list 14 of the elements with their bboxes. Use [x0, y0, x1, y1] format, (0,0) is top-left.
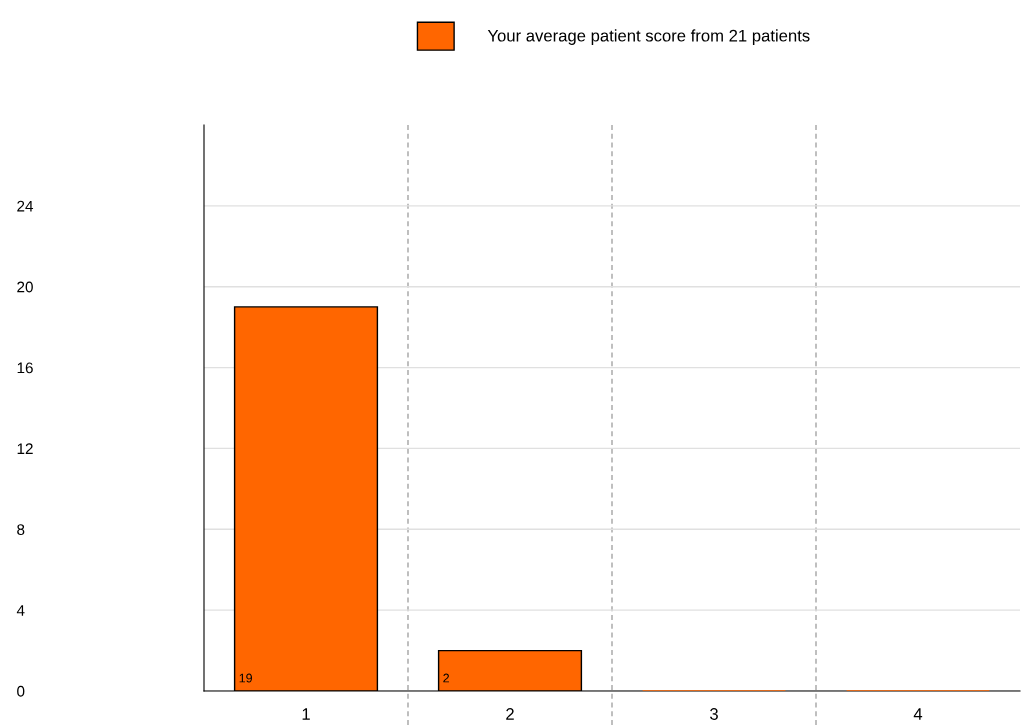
- data-label: 19: [239, 673, 252, 683]
- x-tick-label: 1: [302, 708, 310, 720]
- y-tick-label: 12: [17, 443, 33, 454]
- data-label: 2: [443, 673, 449, 683]
- legend-label: Your average patient score from 21 patients: [487, 29, 810, 45]
- y-tick-label: 16: [17, 362, 33, 374]
- y-tick-label: 4: [16, 605, 25, 616]
- x-tick-label: 3: [710, 708, 718, 720]
- y-tick-label: 24: [17, 200, 34, 212]
- y-tick-label: 8: [17, 524, 25, 535]
- x-tick-label: 4: [913, 708, 923, 720]
- y-tick-label: 20: [17, 281, 33, 293]
- y-tick-label: 0: [17, 685, 25, 697]
- x-tick-label: 2: [506, 708, 514, 720]
